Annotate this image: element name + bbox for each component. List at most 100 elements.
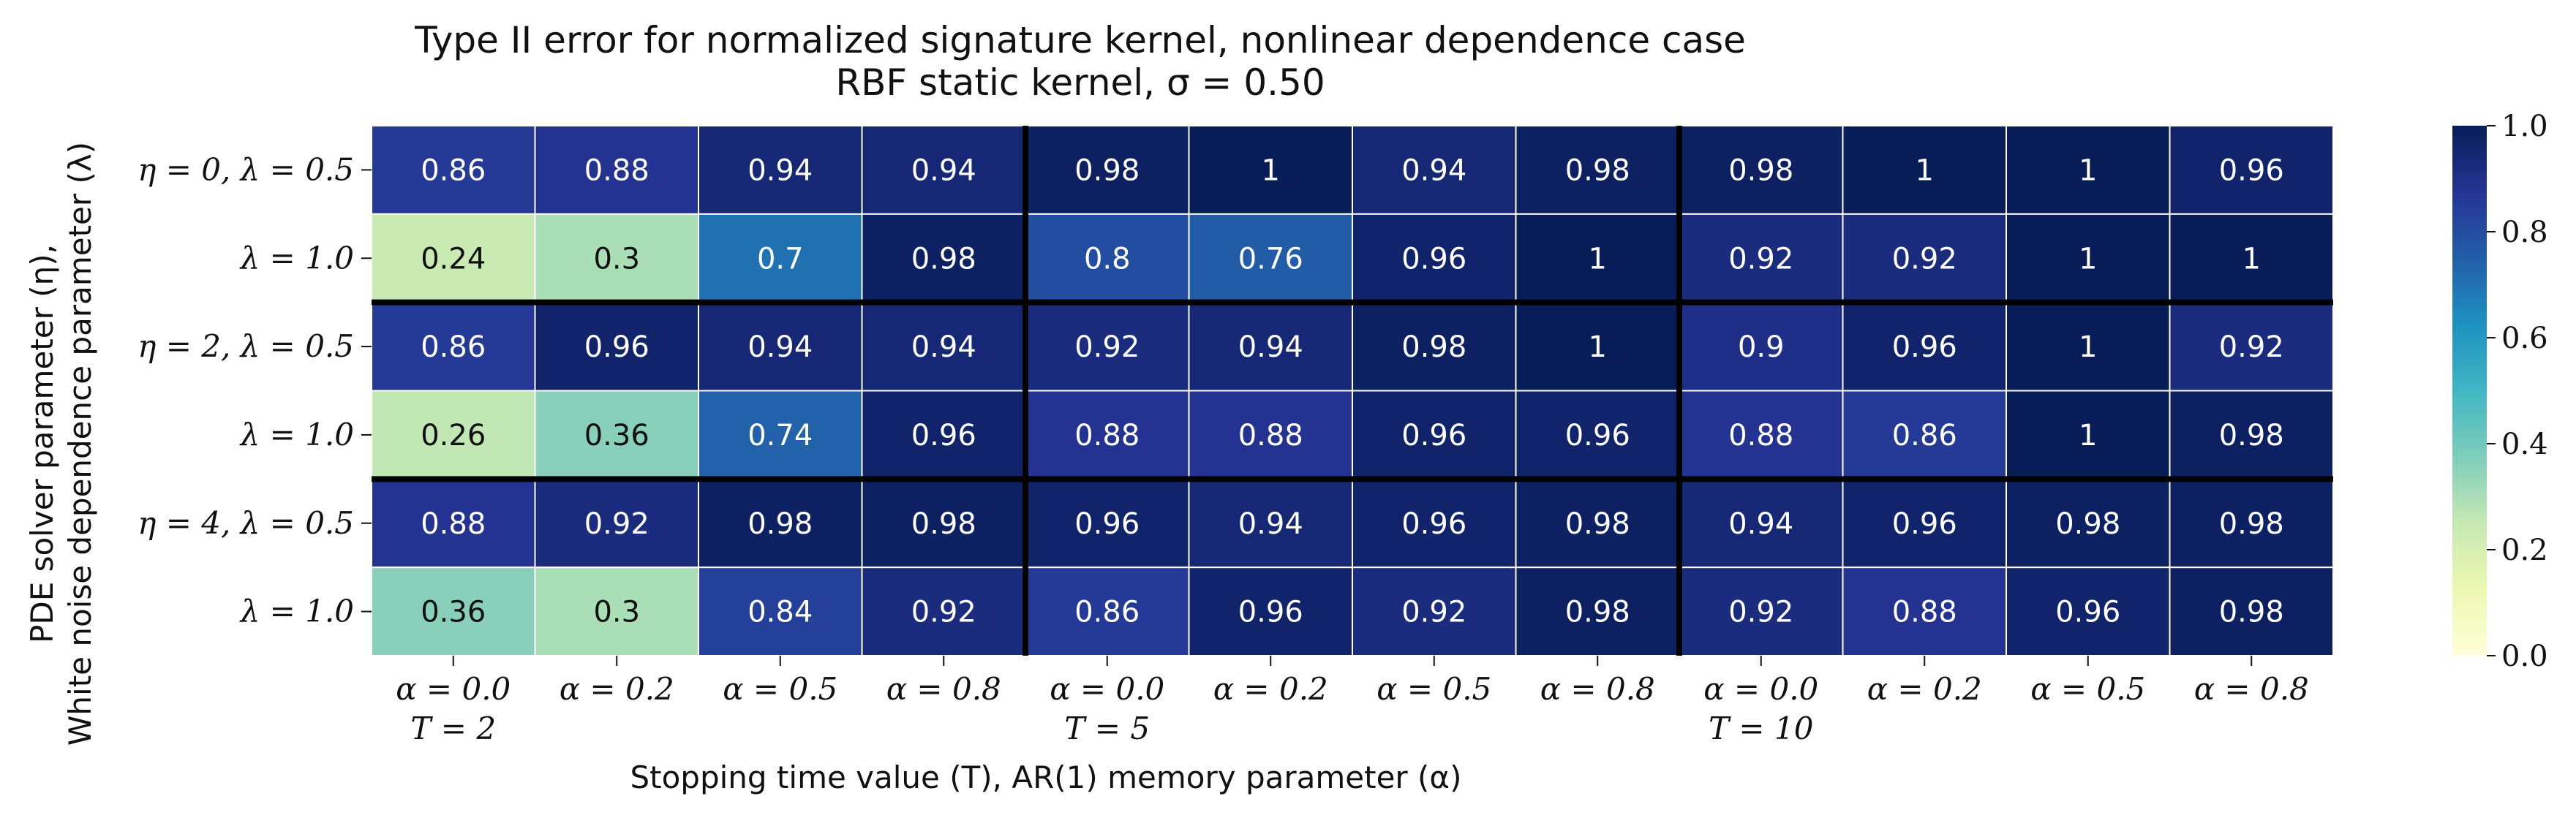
heatmap-cell xyxy=(1679,567,1844,657)
cell-value-label: 0.98 xyxy=(2055,507,2120,541)
x-tick-label: α = 0.0 xyxy=(1703,671,1818,707)
heatmap-cell xyxy=(1679,390,1844,480)
colorbar-ticks: 0.0 0.2 0.4 0.6 0.8 1.0 xyxy=(2487,110,2548,673)
cell-value-label: 0.9 xyxy=(1738,330,1785,364)
cell-value-label: 0.74 xyxy=(747,419,813,452)
cell-value-label: 0.98 xyxy=(2219,507,2284,541)
colorbar-tick-label: 0.2 xyxy=(2501,534,2548,567)
cell-value-label: 0.88 xyxy=(1892,596,1957,629)
heatmap-cell xyxy=(2169,301,2334,392)
heatmap-cell xyxy=(1352,478,1517,569)
cell-value-label: 0.96 xyxy=(1401,419,1466,452)
cell-value-label: 0.92 xyxy=(584,507,649,541)
cell-value-label: 0.98 xyxy=(1401,330,1466,364)
cell-value-label: 0.86 xyxy=(421,154,486,187)
cell-value-label: 0.96 xyxy=(1565,419,1630,452)
heatmap-cell xyxy=(371,567,536,657)
heatmap-cell xyxy=(1515,213,1680,303)
cell-value-label: 0.26 xyxy=(421,419,486,452)
y-axis-label-line2: White noise dependence parameter (λ) xyxy=(62,142,98,746)
x-tick-label: α = 0.8 xyxy=(2194,671,2309,707)
cell-value-label: 0.76 xyxy=(1238,242,1303,276)
cell-value-label: 0.94 xyxy=(747,330,813,364)
colorbar-tick-label: 0.8 xyxy=(2501,216,2548,249)
cell-value-label: 0.96 xyxy=(911,419,976,452)
cell-value-label: 0.98 xyxy=(1728,154,1793,187)
cell-value-label: 0.92 xyxy=(1074,330,1140,364)
cell-value-label: 0.36 xyxy=(584,419,649,452)
heatmap-cell xyxy=(1515,125,1680,215)
cell-value-label: 1 xyxy=(2079,242,2097,276)
cell-value-label: 0.98 xyxy=(2219,596,2284,629)
cell-value-label: 0.88 xyxy=(1238,419,1303,452)
colorbar-tick-label: 0.0 xyxy=(2501,640,2548,673)
heatmap-cell xyxy=(861,301,1026,392)
y-tick-label: η = 4, λ = 0.5 xyxy=(138,505,354,541)
cell-value-label: 0.92 xyxy=(1728,242,1793,276)
cell-value-label: 0.96 xyxy=(584,330,649,364)
cell-value-label: 0.94 xyxy=(911,330,976,364)
cell-value-label: 0.98 xyxy=(911,507,976,541)
x-axis-label: Stopping time value (T), AR(1) memory pa… xyxy=(630,759,1461,795)
heatmap-cell xyxy=(861,213,1026,303)
cell-value-label: 0.96 xyxy=(2219,154,2284,187)
cell-value-label: 1 xyxy=(2079,330,2097,364)
cell-value-label: 1 xyxy=(2079,419,2097,452)
heatmap-cell xyxy=(1188,567,1353,657)
heatmap-cell xyxy=(861,125,1026,215)
heatmap-cell xyxy=(2006,478,2171,569)
cell-value-label: 0.92 xyxy=(1728,596,1793,629)
colorbar-tick-label: 0.4 xyxy=(2501,428,2548,461)
heatmap-cell xyxy=(371,213,536,303)
heatmap-cell xyxy=(1515,567,1680,657)
heatmap-cell xyxy=(1352,213,1517,303)
y-axis-label-line1: PDE solver parameter (η), xyxy=(24,244,60,643)
colorbar: 0.0 0.2 0.4 0.6 0.8 1.0 xyxy=(2452,110,2548,673)
cell-value-label: 0.98 xyxy=(1565,507,1630,541)
heatmap-cell xyxy=(2169,390,2334,480)
cell-value-label: 0.98 xyxy=(1565,154,1630,187)
cell-value-label: 0.94 xyxy=(747,154,813,187)
heatmap-cell xyxy=(371,301,536,392)
x-tick-label: α = 0.2 xyxy=(1213,671,1328,707)
heatmap-cell xyxy=(2006,301,2171,392)
heatmap-cell xyxy=(1188,390,1353,480)
heatmap-cell xyxy=(1188,478,1353,569)
group-separators xyxy=(372,126,2333,656)
heatmap-cell xyxy=(371,125,536,215)
heatmap-cell xyxy=(2169,213,2334,303)
cell-value-label: 0.86 xyxy=(1892,419,1957,452)
x-group-label: T = 2 xyxy=(410,711,496,746)
cell-value-label: 0.3 xyxy=(593,242,640,276)
x-tick-label: α = 0.0 xyxy=(396,671,511,707)
cell-value-label: 0.98 xyxy=(2219,419,2284,452)
heatmap-cell xyxy=(698,301,863,392)
cell-value-label: 0.36 xyxy=(421,596,486,629)
heatmap-cell xyxy=(2169,125,2334,215)
heatmap-cell xyxy=(1025,125,1190,215)
cell-value-label: 0.88 xyxy=(421,507,486,541)
cell-value-label: 0.94 xyxy=(1401,154,1466,187)
cell-value-label: 0.98 xyxy=(911,242,976,276)
heatmap-cell xyxy=(1025,301,1190,392)
cell-value-label: 0.24 xyxy=(421,242,486,276)
cell-value-label: 0.86 xyxy=(421,330,486,364)
cell-value-label: 0.96 xyxy=(2055,596,2120,629)
heatmap-cell xyxy=(534,478,699,569)
cell-value-label: 0.96 xyxy=(1892,330,1957,364)
heatmap-cell xyxy=(371,478,536,569)
y-tick-label: λ = 1.0 xyxy=(239,240,354,276)
heatmap-cell xyxy=(534,390,699,480)
cell-value-label: 0.98 xyxy=(1074,154,1140,187)
cell-value-label: 1 xyxy=(2079,154,2097,187)
cell-value-label: 0.98 xyxy=(1565,596,1630,629)
cell-value-label: 0.3 xyxy=(593,596,640,629)
x-tick-label: α = 0.2 xyxy=(560,671,674,707)
cell-value-label: 1 xyxy=(1916,154,1934,187)
heatmap-cell xyxy=(698,125,863,215)
heatmap-cell xyxy=(2169,567,2334,657)
cell-value-label: 0.96 xyxy=(1238,596,1303,629)
cell-value-label: 0.92 xyxy=(2219,330,2284,364)
y-tick-label: λ = 1.0 xyxy=(239,594,354,629)
